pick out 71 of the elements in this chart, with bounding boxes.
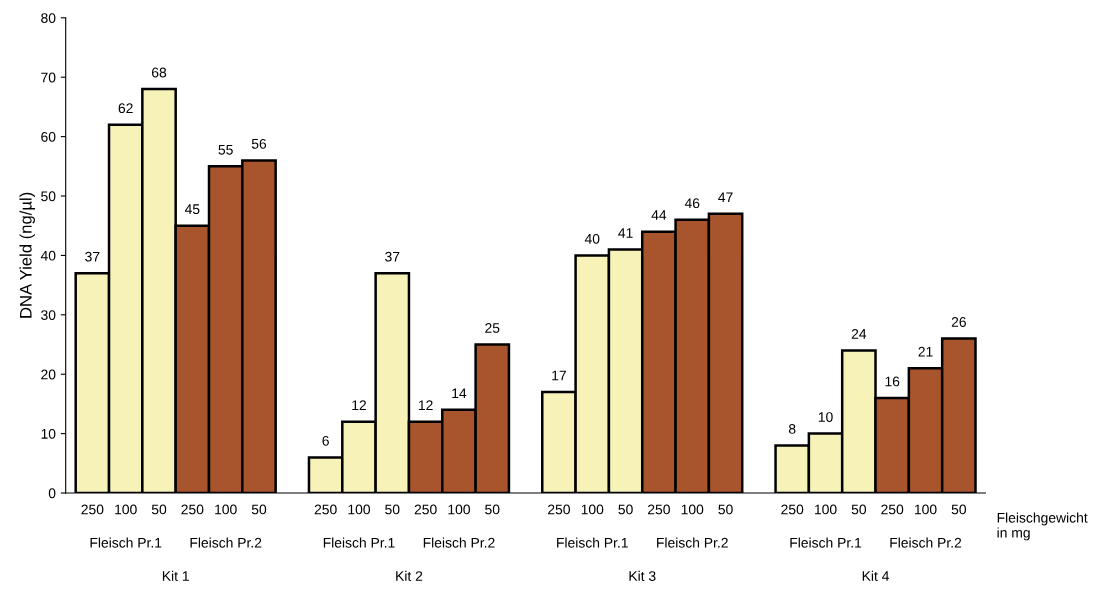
- data-label: 45: [184, 204, 200, 215]
- text: Kit 1: [162, 570, 189, 581]
- text: Kit 2: [396, 570, 423, 581]
- text: Fleisch Pr.2: [657, 537, 728, 548]
- data-label: 56: [251, 138, 267, 149]
- x-tick-label: 100: [115, 504, 137, 515]
- data-label: 44: [651, 210, 667, 220]
- x-tick-label: 50: [385, 504, 400, 515]
- data-label: 37: [85, 251, 100, 262]
- x-tick-label: 50: [485, 504, 500, 515]
- data-label: 37: [385, 251, 400, 262]
- y-axis-title: DNA Yield (ng/µl): [19, 192, 35, 318]
- x-tick-label: 100: [914, 504, 937, 515]
- x-tick-label: 50: [718, 504, 733, 515]
- data-label: 14: [452, 388, 467, 399]
- text: Fleisch Pr.2: [190, 537, 262, 548]
- text: Kit 4: [862, 570, 890, 581]
- data-label: 25: [485, 323, 500, 333]
- x-tick-label: 50: [251, 504, 267, 515]
- y-tick-label: 30: [41, 310, 56, 320]
- x-tick-label: 250: [548, 504, 570, 515]
- y-tick-label: 60: [41, 131, 56, 142]
- data-label: 40: [584, 233, 600, 244]
- data-label: 21: [918, 346, 933, 357]
- x-tick-label: 100: [581, 504, 604, 515]
- text: Fleisch Pr.1: [90, 537, 162, 548]
- x-tick-label: 250: [881, 504, 904, 515]
- x-tick-label: 250: [648, 504, 670, 515]
- y-tick-label: 80: [41, 13, 56, 23]
- x-tick-label: 250: [414, 504, 437, 515]
- x-axis-title: Fleischgewicht in mg: [997, 512, 1088, 541]
- data-label: 55: [218, 144, 233, 155]
- data-label: 26: [951, 317, 966, 327]
- text: Fleisch Pr.1: [323, 537, 395, 548]
- x-tick-label: 250: [781, 504, 804, 515]
- x-tick-label: 100: [215, 504, 237, 515]
- x-tick-label: 100: [348, 504, 371, 515]
- text: Fleisch Pr.1: [790, 537, 862, 548]
- data-label: 6: [322, 435, 329, 446]
- x-tick-label: 100: [448, 504, 470, 515]
- x-tick-label: 250: [314, 504, 337, 515]
- text: Fleisch Pr.2: [890, 537, 962, 548]
- data-label: 17: [552, 370, 566, 381]
- x-tick-label: 50: [151, 504, 167, 515]
- x-tick-label: 50: [951, 504, 967, 515]
- x-tick-label: 100: [681, 504, 704, 515]
- x-tick-label: 250: [81, 504, 104, 515]
- y-tick-label: 10: [41, 428, 56, 439]
- data-label: 24: [851, 328, 867, 339]
- text: Kit 3: [629, 570, 656, 581]
- data-label: 16: [885, 376, 900, 387]
- data-label: 47: [718, 192, 733, 203]
- y-tick-label: 50: [41, 191, 56, 202]
- data-label: 62: [118, 103, 133, 114]
- x-tick-label: 50: [851, 504, 867, 515]
- text: Fleisch Pr.2: [423, 537, 495, 548]
- data-label: 10: [818, 412, 833, 422]
- x-tick-label: 250: [181, 504, 204, 515]
- y-tick-label: 0: [48, 488, 56, 499]
- text: Fleisch Pr.1: [557, 537, 628, 548]
- x-tick-label: 100: [815, 504, 837, 515]
- data-label: 8: [788, 424, 796, 434]
- data-label: 68: [151, 67, 167, 78]
- y-tick-label: 40: [40, 250, 56, 261]
- data-label: 12: [352, 400, 366, 410]
- data-label: 12: [418, 400, 433, 410]
- data-label: 41: [618, 228, 633, 238]
- x-tick-label: 50: [618, 504, 633, 515]
- y-tick-label: 20: [41, 369, 56, 380]
- y-tick-label: 70: [41, 72, 56, 83]
- data-label: 46: [684, 198, 700, 209]
